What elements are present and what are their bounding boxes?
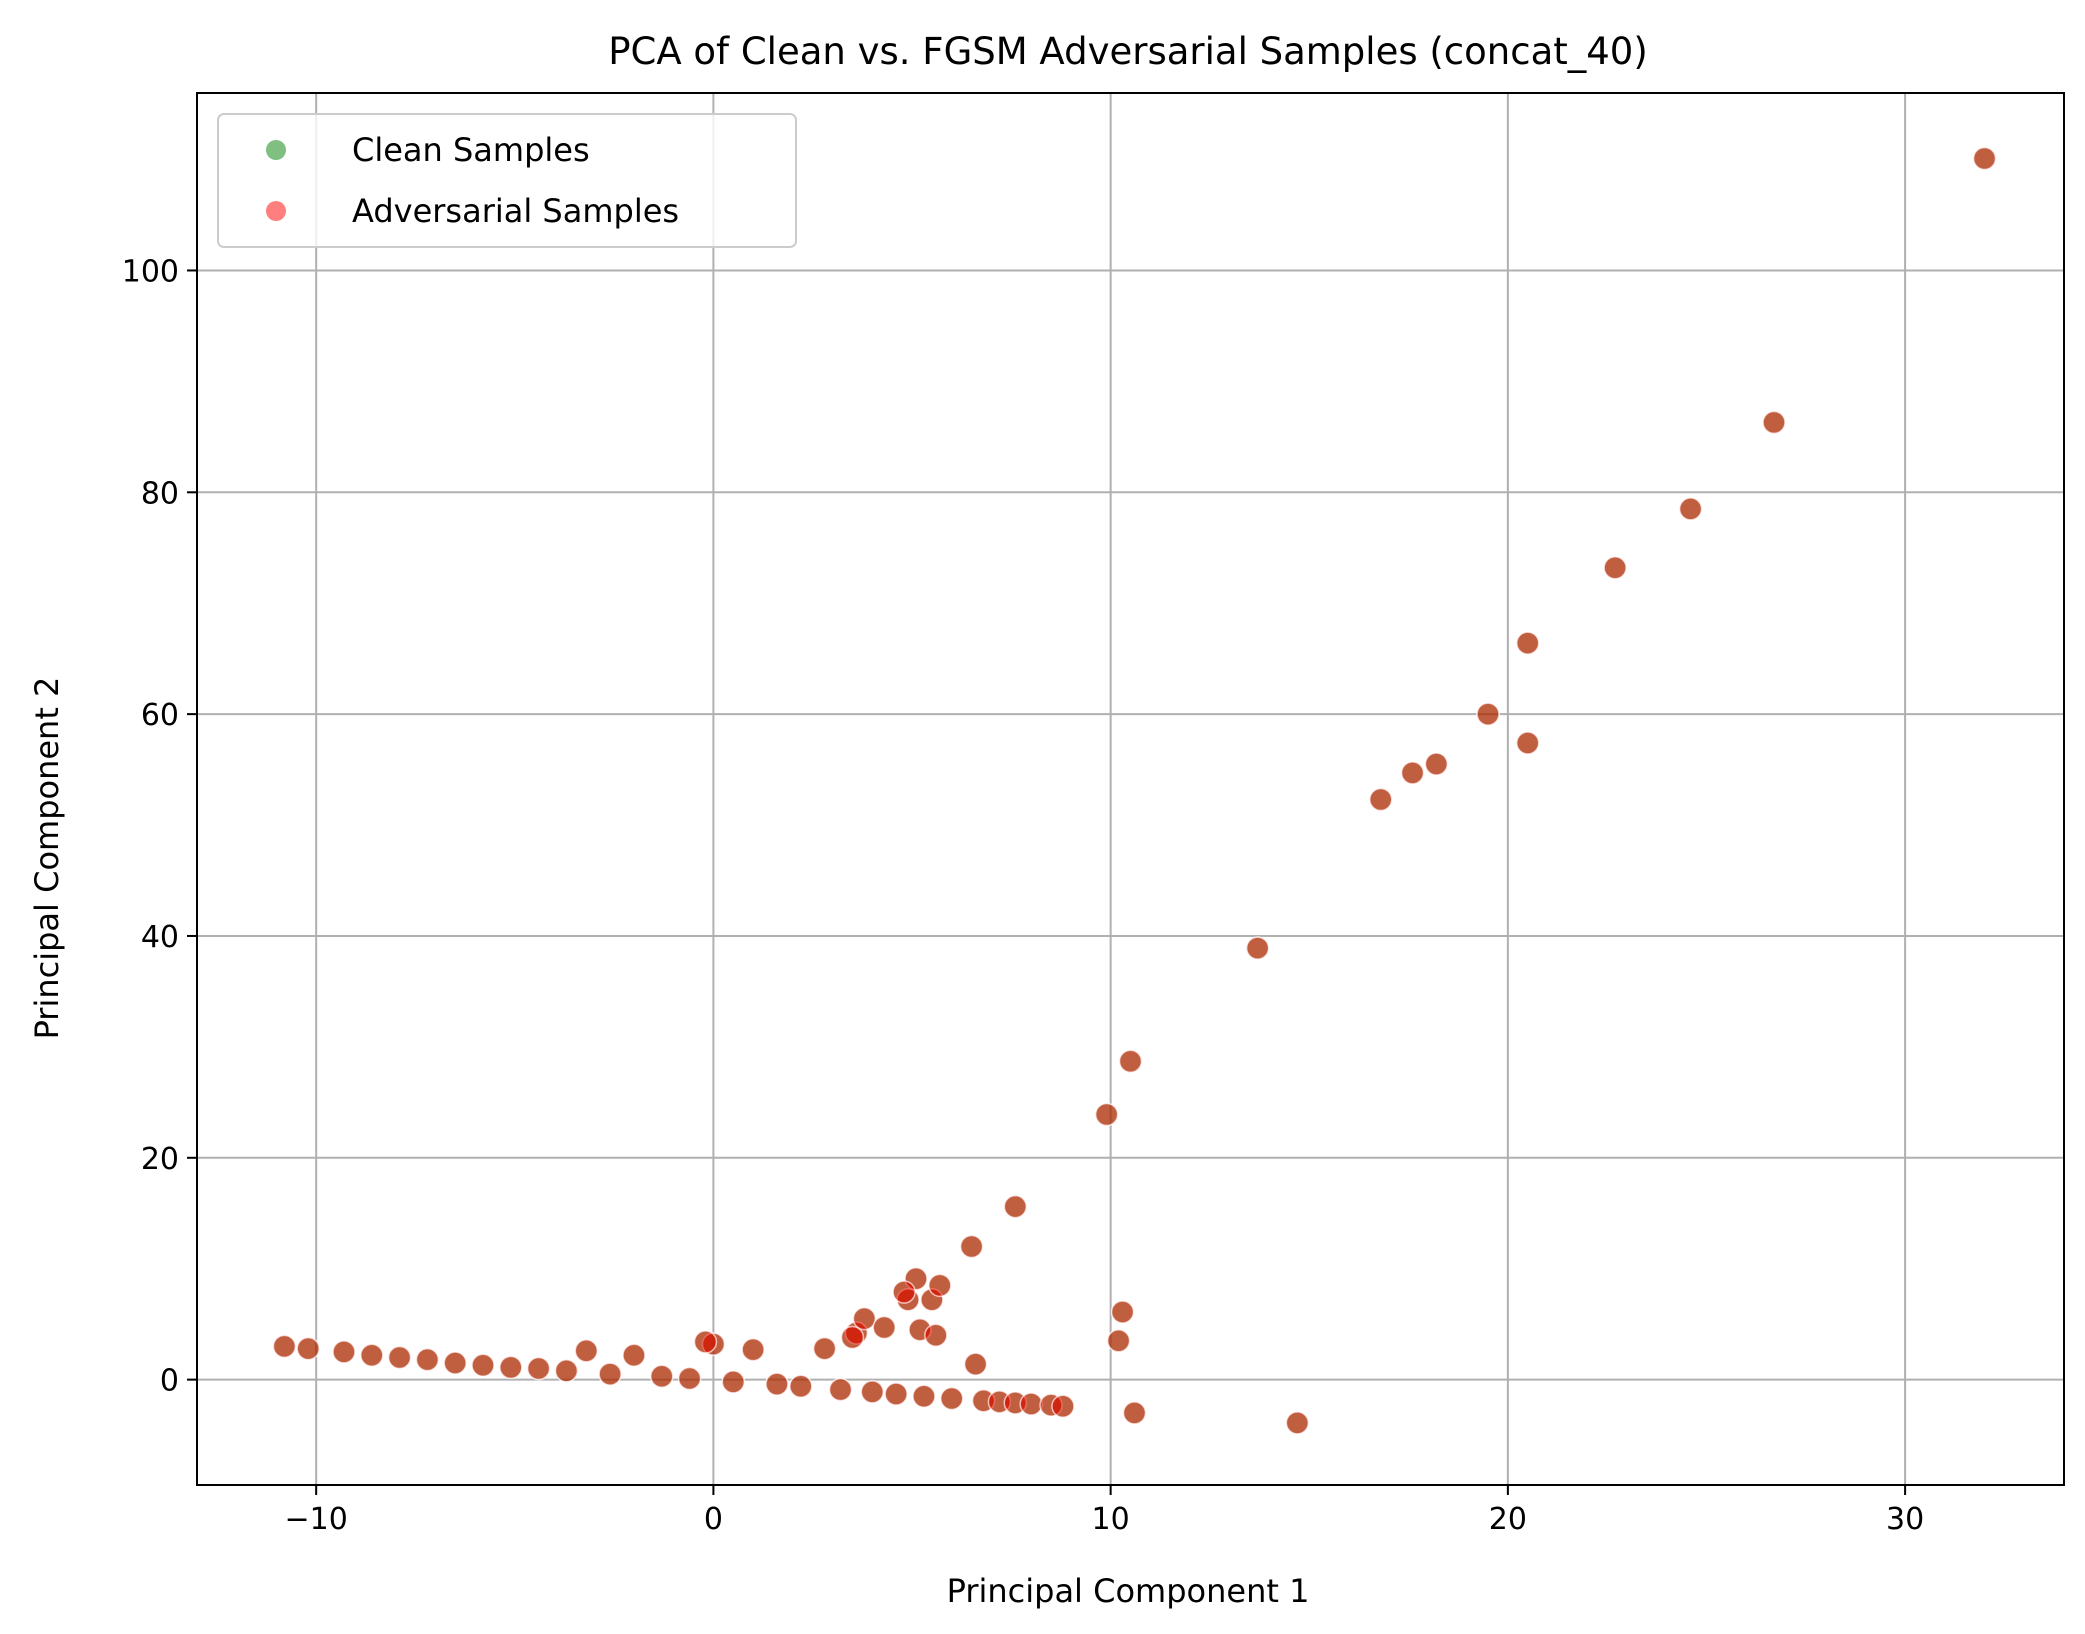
- adversarial-sample-point: [1476, 702, 1500, 726]
- legend-label-clean: Clean Samples: [352, 131, 590, 169]
- x-axis-label: Principal Component 1: [947, 1572, 1310, 1610]
- adversarial-sample-point: [840, 1325, 865, 1350]
- adversarial-sample-point: [554, 1359, 579, 1383]
- adversarial-sample-point: [1678, 497, 1703, 521]
- adversarial-sample-point: [1762, 410, 1786, 435]
- grid-lines: [197, 93, 2064, 1485]
- x-tick-label: −10: [285, 1502, 348, 1537]
- adversarial-sample-point: [471, 1353, 495, 1377]
- adversarial-sample-point: [884, 1382, 908, 1406]
- adversarial-sample-point: [272, 1334, 297, 1359]
- adversarial-sample-point: [872, 1315, 896, 1340]
- adversarial-sample-point: [1972, 146, 1997, 171]
- adversarial-sample-point: [574, 1339, 599, 1363]
- adversarial-sample-point: [721, 1370, 746, 1394]
- adversarial-sample-point: [789, 1374, 813, 1399]
- adversarial-sample-point: [959, 1234, 984, 1259]
- y-tick-label: 40: [141, 920, 179, 955]
- adversarial-sample-point: [828, 1377, 853, 1402]
- adversarial-sample-point: [1515, 631, 1540, 655]
- adversarial-sample-point: [1400, 761, 1425, 785]
- y-tick-label: 0: [160, 1364, 179, 1399]
- adversarial-sample-point: [1051, 1394, 1075, 1418]
- adversarial-sample-point: [924, 1323, 948, 1348]
- adversarial-sample-point: [499, 1355, 523, 1380]
- y-tick-label: 100: [122, 254, 179, 289]
- adversarial-sample-point: [912, 1384, 936, 1409]
- adversarial-sample-point: [387, 1345, 412, 1370]
- adversarial-sample-point: [765, 1372, 789, 1396]
- adversarial-sample-point: [812, 1336, 837, 1361]
- adversarial-sample-point: [622, 1343, 646, 1367]
- adversarial-sample-point: [928, 1273, 952, 1298]
- y-axis-label: Principal Component 2: [28, 677, 66, 1040]
- adversarial-sample-point: [1285, 1411, 1310, 1435]
- adversarial-sample-point: [892, 1280, 916, 1304]
- legend-box: [217, 113, 797, 248]
- legend-marker-adversarial: [266, 201, 286, 221]
- adversarial-sample-point: [650, 1364, 674, 1389]
- adversarial-sample-point: [1122, 1401, 1147, 1425]
- adversarial-sample-point: [1369, 787, 1393, 812]
- legend: Clean Samples Adversarial Samples: [217, 113, 797, 248]
- x-tick-label: 30: [1886, 1502, 1924, 1537]
- adversarial-sample-point: [360, 1343, 384, 1367]
- adversarial-sample-point: [1110, 1300, 1135, 1324]
- adversarial-sample-point: [1003, 1194, 1028, 1219]
- adversarial-sample-point: [693, 1330, 718, 1354]
- adversarial-sample-point: [1424, 752, 1449, 776]
- adversarial-sample-point: [677, 1366, 702, 1391]
- adversarial-sample-point: [1094, 1102, 1119, 1127]
- legend-label-adversarial: Adversarial Samples: [352, 192, 679, 230]
- adversarial-sample-point: [1603, 555, 1627, 580]
- adversarial-sample-point: [1515, 731, 1540, 755]
- adversarial-sample-point: [939, 1386, 964, 1411]
- adversarial-sample-point: [1245, 936, 1270, 960]
- adversarial-samples-points: [272, 146, 1997, 1435]
- adversarial-sample-point: [741, 1337, 765, 1362]
- x-tick-label: 0: [704, 1502, 723, 1537]
- x-tick-label: 20: [1489, 1502, 1527, 1537]
- x-tick-label: 10: [1092, 1502, 1130, 1537]
- y-tick-label: 20: [141, 1142, 179, 1177]
- adversarial-sample-point: [963, 1352, 988, 1376]
- adversarial-sample-point: [860, 1380, 885, 1404]
- adversarial-sample-point: [332, 1340, 356, 1364]
- adversarial-sample-point: [598, 1362, 622, 1386]
- adversarial-sample-point: [443, 1351, 467, 1375]
- y-tick-label: 60: [141, 698, 179, 733]
- adversarial-sample-point: [526, 1356, 551, 1381]
- y-tick-label: 80: [141, 476, 179, 511]
- adversarial-sample-point: [415, 1347, 440, 1372]
- adversarial-sample-point: [1019, 1392, 1043, 1416]
- plot-area-frame: [196, 92, 2065, 1486]
- legend-marker-clean: [266, 140, 286, 160]
- adversarial-sample-point: [296, 1336, 320, 1361]
- chart-title: PCA of Clean vs. FGSM Adversarial Sample…: [608, 30, 1648, 73]
- adversarial-sample-point: [852, 1306, 877, 1331]
- axis-ticks: −10 0 10 20 30 0 20 40 60 80 100: [122, 254, 1924, 1537]
- adversarial-sample-point: [1106, 1329, 1131, 1353]
- adversarial-sample-point: [1118, 1049, 1143, 1074]
